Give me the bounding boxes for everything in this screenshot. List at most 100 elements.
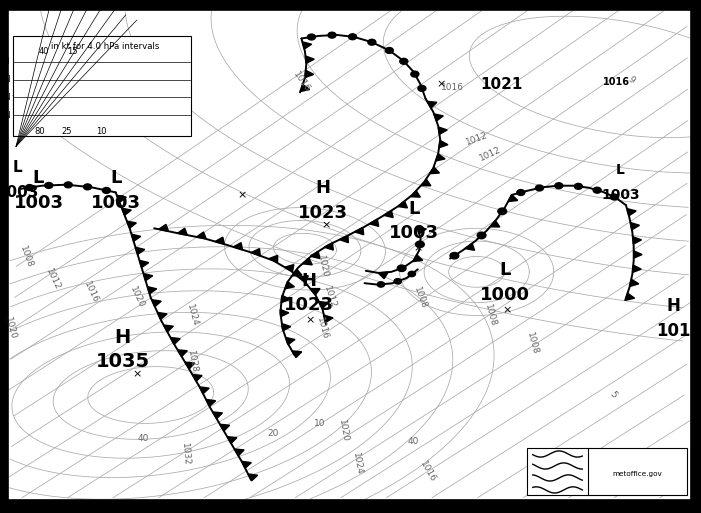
Text: 10: 10 [314,419,325,428]
Polygon shape [185,362,195,369]
Text: 1016: 1016 [418,460,437,484]
Text: ×: × [132,369,142,380]
Polygon shape [285,338,295,345]
Polygon shape [170,338,180,344]
Text: 1020: 1020 [315,254,329,279]
Polygon shape [305,70,314,77]
Circle shape [536,185,543,191]
Polygon shape [280,309,289,317]
Text: 40: 40 [39,47,49,56]
Polygon shape [311,251,320,259]
Text: 40: 40 [408,437,419,446]
Text: ×: × [437,80,447,90]
Circle shape [450,252,458,259]
Circle shape [64,182,72,188]
Text: 1008: 1008 [484,303,498,328]
Circle shape [498,208,507,214]
Text: 1020: 1020 [337,419,350,443]
Text: 1020: 1020 [128,285,146,310]
Polygon shape [413,254,423,262]
Polygon shape [397,201,407,208]
Text: in kt for 4.0 hPa intervals: in kt for 4.0 hPa intervals [51,42,160,51]
Polygon shape [163,325,173,332]
Text: 1016: 1016 [441,83,463,92]
Polygon shape [508,195,518,202]
Polygon shape [269,255,278,263]
Polygon shape [625,293,634,300]
Polygon shape [215,237,224,244]
Text: 9: 9 [626,74,636,85]
Polygon shape [634,251,642,258]
Circle shape [348,34,357,40]
Text: 1028: 1028 [186,350,199,373]
Polygon shape [206,400,216,406]
Text: 25: 25 [62,127,72,136]
Polygon shape [427,101,437,108]
Polygon shape [430,167,440,174]
Text: 1024: 1024 [351,452,364,476]
Text: 1003: 1003 [601,188,640,202]
Circle shape [554,183,563,189]
Polygon shape [212,412,222,419]
Polygon shape [122,208,131,215]
Polygon shape [281,295,290,303]
Text: 10: 10 [97,127,107,136]
Text: 1023: 1023 [297,204,348,222]
Polygon shape [300,85,310,91]
Polygon shape [177,350,187,357]
Text: L: L [499,261,510,280]
Text: 1008: 1008 [412,285,429,310]
Polygon shape [135,247,144,254]
Polygon shape [629,279,639,286]
Circle shape [397,265,406,271]
Text: 50N: 50N [0,75,11,84]
Circle shape [477,232,486,239]
Polygon shape [633,236,641,244]
Text: 40: 40 [138,434,149,443]
Circle shape [25,185,34,190]
Circle shape [377,282,385,287]
Circle shape [328,32,336,38]
Text: L: L [110,169,121,187]
Polygon shape [355,228,364,235]
Polygon shape [311,289,320,295]
Text: L: L [408,200,419,218]
Polygon shape [411,191,421,197]
Polygon shape [434,114,443,121]
Bar [527,448,687,495]
Polygon shape [436,154,445,161]
Text: ×: × [237,190,247,200]
Text: 1012: 1012 [478,145,503,163]
Text: 1012: 1012 [464,130,489,147]
Circle shape [416,241,424,248]
Text: 1003: 1003 [13,193,64,212]
Text: 1016: 1016 [82,280,100,305]
Circle shape [102,187,110,193]
Text: 1012: 1012 [322,285,337,310]
Polygon shape [192,374,202,381]
Polygon shape [292,269,302,275]
Text: 1016: 1016 [20,42,36,66]
Polygon shape [227,437,237,443]
Polygon shape [200,387,209,394]
Text: H: H [666,297,680,315]
Text: 1016: 1016 [291,70,312,94]
Polygon shape [292,351,301,358]
Polygon shape [465,243,475,250]
Circle shape [400,58,408,64]
Text: 1024: 1024 [186,303,200,328]
Polygon shape [177,228,187,235]
Text: 101: 101 [655,322,690,340]
Polygon shape [132,234,141,241]
Text: 1000: 1000 [479,286,530,304]
Polygon shape [319,302,328,308]
Circle shape [411,71,419,77]
Circle shape [593,187,601,193]
Text: 1008: 1008 [526,331,540,356]
Polygon shape [627,209,636,216]
Text: ×: × [503,305,512,315]
Text: L: L [33,169,44,187]
Polygon shape [139,261,149,268]
Polygon shape [233,243,243,250]
Text: 20: 20 [268,429,279,438]
